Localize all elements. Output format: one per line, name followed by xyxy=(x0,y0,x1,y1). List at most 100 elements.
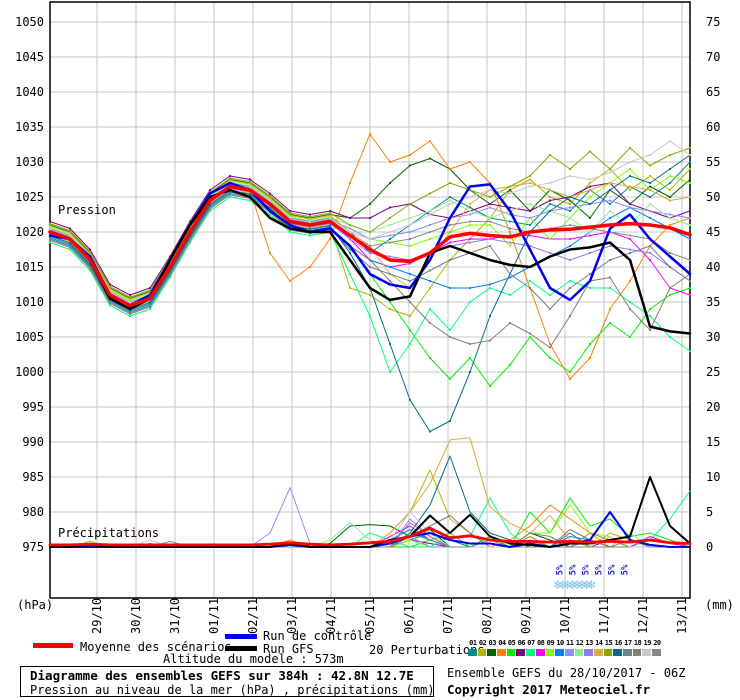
perturbation-number: 12 xyxy=(575,639,584,647)
perturbation-number: 13 xyxy=(585,639,593,647)
perturbation-number: 02 xyxy=(478,639,487,647)
svg-text:10/11: 10/11 xyxy=(558,598,572,634)
precip-section-label: Précipitations xyxy=(58,526,160,540)
gfs-line-swatch xyxy=(225,646,257,651)
svg-text:40: 40 xyxy=(706,260,720,274)
perturbation-color-swatch xyxy=(545,649,555,656)
perturbation-chip: 13 xyxy=(584,639,594,656)
svg-text:990: 990 xyxy=(22,435,44,449)
svg-text:03/11: 03/11 xyxy=(285,598,299,634)
perturbation-color-swatch xyxy=(613,649,622,656)
perturbation-chip: 04 xyxy=(497,639,507,656)
perturbation-color-swatch xyxy=(623,649,632,656)
copyright-label: Copyright 2017 Meteociel.fr xyxy=(447,682,651,697)
perturbation-chip: 14 xyxy=(593,639,604,656)
perturbation-number: 11 xyxy=(566,639,574,647)
svg-text:995: 995 xyxy=(22,400,44,414)
perturbation-number: 06 xyxy=(517,639,526,647)
perturbation-color-swatch xyxy=(584,649,593,656)
svg-text:1000: 1000 xyxy=(15,365,44,379)
perturbation-number: 17 xyxy=(624,639,632,647)
perturbation-number: 08 xyxy=(536,639,545,647)
perturbation-number: 07 xyxy=(527,639,535,647)
svg-text:20: 20 xyxy=(706,400,720,414)
chart-info-box: Diagramme des ensembles GEFS sur 384h : … xyxy=(20,666,435,697)
perturbation-number: 03 xyxy=(488,639,497,647)
svg-text:06/11: 06/11 xyxy=(402,598,416,634)
perturbations-legend-label: 20 Perturbations xyxy=(369,643,485,657)
perturbation-number: 18 xyxy=(633,639,642,647)
perturbation-color-swatch xyxy=(487,649,497,656)
svg-text:1045: 1045 xyxy=(15,50,44,64)
perturbation-number: 20 xyxy=(653,639,661,647)
svg-text:1010: 1010 xyxy=(15,295,44,309)
perturbation-color-swatch xyxy=(477,649,487,656)
svg-text:31/10: 31/10 xyxy=(168,598,182,634)
svg-text:30: 30 xyxy=(706,330,720,344)
perturbation-color-swatch xyxy=(468,649,477,656)
svg-text:05/11: 05/11 xyxy=(363,598,377,634)
perturbation-chip: 02 xyxy=(477,639,488,656)
perturbation-color-swatch xyxy=(642,649,652,656)
svg-text:25: 25 xyxy=(706,365,720,379)
perturbation-chip: 08 xyxy=(535,639,546,656)
perturbation-chip: 05 xyxy=(506,639,517,656)
svg-text:29/10: 29/10 xyxy=(90,598,104,634)
perturbation-color-swatch xyxy=(574,649,584,656)
run-info-label: Ensemble GEFS du 28/10/2017 - 06Z xyxy=(447,666,686,680)
perturbation-chip: 11 xyxy=(564,639,575,656)
perturbation-chip: 09 xyxy=(545,639,556,656)
svg-text:980: 980 xyxy=(22,505,44,519)
svg-text:70: 70 xyxy=(706,50,720,64)
perturbation-color-swatch xyxy=(497,649,506,656)
svg-text:1040: 1040 xyxy=(15,85,44,99)
mean-line-swatch xyxy=(33,643,73,648)
perturbation-color-swatch xyxy=(516,649,526,656)
chart-subtitle: Pression au niveau de la mer (hPa) , pré… xyxy=(30,683,435,697)
perturbation-number: 19 xyxy=(643,639,652,647)
perturbation-number: 15 xyxy=(604,639,613,647)
model-altitude-label: Altitude du modele : 573m xyxy=(163,652,344,666)
svg-text:15: 15 xyxy=(706,435,720,449)
svg-text:75: 75 xyxy=(706,15,720,29)
svg-text:45: 45 xyxy=(706,225,720,239)
chart-title: Diagramme des ensembles GEFS sur 384h : … xyxy=(30,668,414,683)
perturbation-number: 04 xyxy=(498,639,506,647)
svg-text:65: 65 xyxy=(706,85,720,99)
perturbation-color-swatch xyxy=(652,649,661,656)
mean-legend-label: Moyenne des scénarios xyxy=(80,640,232,654)
perturbation-color-swatch xyxy=(564,649,574,656)
svg-text:10: 10 xyxy=(706,470,720,484)
watermark-percent-label: 5% xyxy=(620,564,631,576)
perturbation-chip: 20 xyxy=(652,639,662,656)
control-line-swatch xyxy=(225,634,257,639)
svg-text:08/11: 08/11 xyxy=(480,598,494,634)
perturbation-chip: 07 xyxy=(526,639,536,656)
svg-text:35: 35 xyxy=(706,295,720,309)
svg-text:985: 985 xyxy=(22,470,44,484)
perturbation-chip: 10 xyxy=(555,639,565,656)
svg-text:1020: 1020 xyxy=(15,225,44,239)
svg-text:07/11: 07/11 xyxy=(441,598,455,634)
svg-text:02/11: 02/11 xyxy=(246,598,260,634)
perturbation-chip: 16 xyxy=(613,639,623,656)
svg-text:01/11: 01/11 xyxy=(207,598,221,634)
perturbation-color-strip: 01 02 03 04 05 06 07 08 09 10 11 12 13 14 15 16 17 18 19 20 xyxy=(468,639,662,656)
perturbation-number: 10 xyxy=(556,639,564,647)
svg-text:1030: 1030 xyxy=(15,155,44,169)
gfs-legend-label: Run GFS xyxy=(263,642,314,656)
svg-text:30/10: 30/10 xyxy=(129,598,143,634)
svg-text:1050: 1050 xyxy=(15,15,44,29)
svg-text:975: 975 xyxy=(22,540,44,554)
svg-text:1025: 1025 xyxy=(15,190,44,204)
perturbation-chip: 19 xyxy=(642,639,652,656)
svg-text:50: 50 xyxy=(706,190,720,204)
svg-text:11/11: 11/11 xyxy=(597,598,611,634)
perturbation-number: 05 xyxy=(507,639,516,647)
svg-text:12/11: 12/11 xyxy=(636,598,650,634)
perturbation-number: 09 xyxy=(546,639,555,647)
perturbation-chip: 03 xyxy=(487,639,497,656)
perturbation-color-swatch xyxy=(593,649,603,656)
right-axis-unit: (mm) xyxy=(705,598,734,612)
perturbation-color-swatch xyxy=(506,649,516,656)
